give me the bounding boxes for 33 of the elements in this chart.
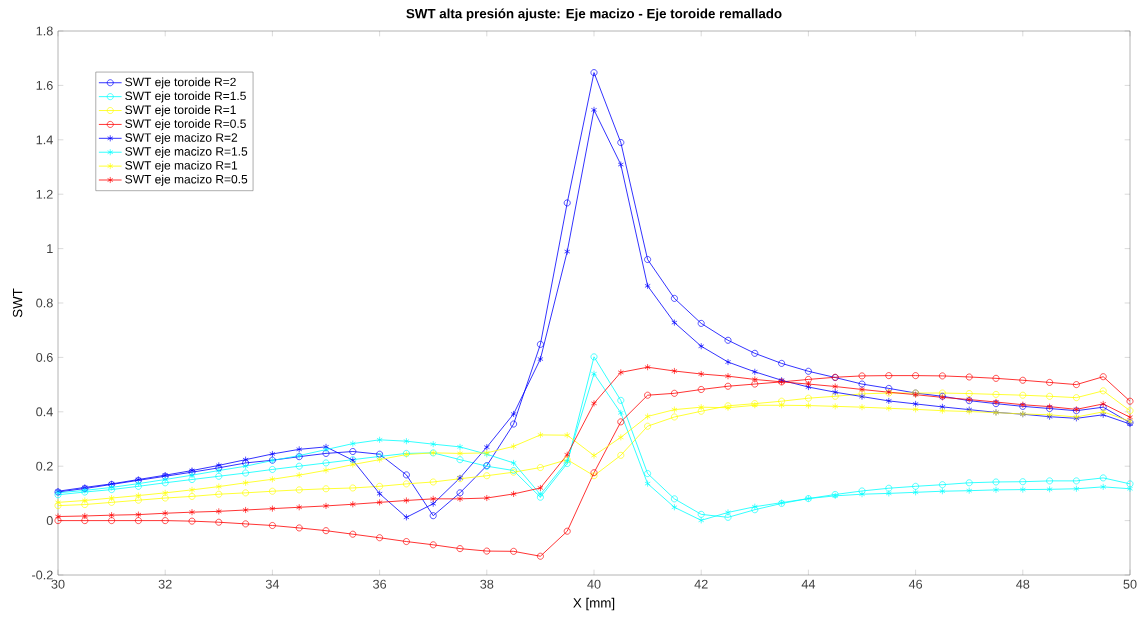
x-axis-title: X [mm] [573, 597, 615, 611]
legend-label: SWT eje macizo R=1 [125, 160, 238, 172]
x-tick-label: 42 [694, 579, 708, 589]
legend-label: SWT eje toroide R=0.5 [125, 119, 246, 131]
y-tick-label: 1.6 [36, 80, 53, 90]
x-tick-label: 30 [51, 579, 65, 589]
legend-label: SWT eje macizo R=2 [125, 132, 238, 145]
y-tick-label: 0 [46, 516, 53, 526]
x-tick-label: 44 [801, 579, 816, 589]
x-tick-label: 32 [158, 579, 172, 589]
y-tick-label: 1.8 [36, 26, 53, 36]
y-tick-label: 0.6 [36, 352, 53, 362]
x-tick-label: 38 [480, 579, 494, 589]
y-tick-label: 0.8 [36, 298, 53, 308]
x-tick-label: 40 [587, 579, 601, 589]
legend-label: SWT eje toroide R=2 [125, 77, 236, 89]
y-tick-label: 1.4 [36, 135, 53, 145]
legend-label: SWT eje macizo R=1.5 [125, 146, 248, 159]
x-tick-label: 50 [1123, 579, 1137, 589]
x-tick-label: 36 [373, 579, 387, 589]
y-tick-label: 0.2 [36, 461, 53, 471]
x-tick-label: 34 [265, 579, 280, 589]
legend-label: SWT eje toroide R=1 [125, 105, 236, 117]
legend-label: SWT eje macizo R=0.5 [125, 174, 248, 186]
chart-title: SWT alta presión ajuste: Eje macizo - Eje toroide remallado [406, 8, 782, 21]
legend-label: SWT eje toroide R=1.5 [125, 91, 246, 103]
x-tick-label: 46 [908, 579, 923, 589]
y-tick-label: 1 [47, 244, 53, 253]
y-tick-label: 1.2 [36, 189, 53, 199]
y-axis-title: SWT [12, 288, 23, 318]
y-tick-label: -0.2 [32, 570, 53, 580]
y-tick-label: 0.4 [36, 407, 53, 417]
x-tick-label: 48 [1016, 579, 1030, 589]
